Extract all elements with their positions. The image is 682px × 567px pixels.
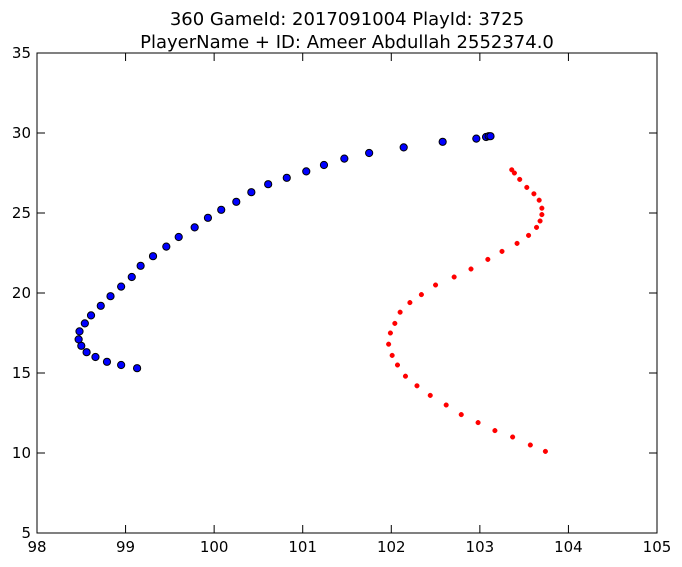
series-1-point-4 xyxy=(475,420,481,426)
series-1-point-8 xyxy=(414,383,420,389)
series-1-point-11 xyxy=(389,352,395,358)
y-tick-label-6: 35 xyxy=(12,44,31,62)
series-0-point-13 xyxy=(127,272,136,282)
series-1-point-1 xyxy=(527,442,533,448)
x-tick-label-1: 99 xyxy=(116,538,135,556)
series-0-point-3 xyxy=(91,352,100,362)
series-1-point-30 xyxy=(531,191,537,197)
series-0-point-22 xyxy=(247,188,256,197)
series-1-point-28 xyxy=(539,205,545,211)
x-tick-label-5: 103 xyxy=(466,538,495,556)
series-1-point-23 xyxy=(514,240,520,246)
y-tick-label-2: 15 xyxy=(12,364,31,382)
series-1-point-14 xyxy=(392,320,398,326)
series-1-point-22 xyxy=(499,248,505,254)
series-1-point-2 xyxy=(510,434,516,440)
series-1-point-5 xyxy=(458,412,464,418)
series-0-point-23 xyxy=(264,180,273,189)
y-tick-label-3: 20 xyxy=(12,284,31,302)
series-0-point-24 xyxy=(282,173,291,182)
series-1-point-0 xyxy=(542,448,548,454)
series-1-point-12 xyxy=(386,341,392,347)
series-0-point-27 xyxy=(340,154,349,163)
series-1-point-6 xyxy=(443,402,449,408)
x-tick-label-0: 98 xyxy=(27,538,46,556)
series-0-point-19 xyxy=(203,213,213,222)
series-1-point-15 xyxy=(397,309,403,315)
series-0-point-21 xyxy=(232,197,241,206)
series-1-point-9 xyxy=(402,373,409,379)
series-1-point-29 xyxy=(536,197,542,203)
series-1-point-31 xyxy=(524,184,530,190)
plot-background xyxy=(37,53,657,533)
y-tick-label-5: 30 xyxy=(12,124,31,142)
series-1-point-26 xyxy=(537,218,543,224)
series-0-point-15 xyxy=(148,252,158,261)
x-tick-label-6: 104 xyxy=(554,538,583,556)
series-0-point-12 xyxy=(117,282,126,291)
series-0-point-29 xyxy=(399,143,408,152)
series-1-point-7 xyxy=(427,392,433,398)
series-0-point-34 xyxy=(486,132,495,141)
series-1-point-25 xyxy=(533,224,540,230)
series-1-point-34 xyxy=(509,167,515,173)
series-layer xyxy=(74,132,548,454)
series-1-point-27 xyxy=(539,212,545,218)
series-1-point-21 xyxy=(485,256,491,262)
series-0-point-28 xyxy=(365,148,374,158)
series-0-point-31 xyxy=(472,134,481,143)
series-0-point-9 xyxy=(86,311,96,320)
series-1-point-17 xyxy=(418,292,424,298)
y-tick-label-0: 5 xyxy=(21,524,31,542)
series-1-point-32 xyxy=(517,176,523,182)
series-0-point-26 xyxy=(319,160,329,170)
x-tick-label-3: 101 xyxy=(288,538,317,556)
series-0-point-20 xyxy=(217,205,226,214)
series-0-point-6 xyxy=(74,335,83,344)
series-0-point-4 xyxy=(82,348,91,357)
series-0-point-8 xyxy=(80,319,89,328)
x-tick-label-4: 102 xyxy=(377,538,406,556)
series-0-point-30 xyxy=(438,137,447,146)
series-0-point-18 xyxy=(190,223,199,232)
series-0-point-10 xyxy=(96,301,105,310)
y-tick-label-1: 10 xyxy=(12,444,31,462)
series-1-point-19 xyxy=(451,274,457,280)
series-0-point-17 xyxy=(174,232,183,242)
series-1-point-20 xyxy=(468,266,474,272)
chart-subtitle: PlayerName + ID: Ameer Abdullah 2552374.… xyxy=(140,32,554,53)
series-0-point-11 xyxy=(106,292,115,301)
chart-title: 360 GameId: 2017091004 PlayId: 3725 xyxy=(170,9,524,30)
series-0-point-2 xyxy=(102,357,112,366)
series-0-point-7 xyxy=(75,327,84,336)
series-1-point-13 xyxy=(387,330,393,336)
x-tick-label-2: 100 xyxy=(200,538,229,556)
x-tick-label-7: 105 xyxy=(643,538,672,556)
series-1-point-16 xyxy=(407,300,413,306)
series-0-point-1 xyxy=(117,360,126,370)
series-1-point-24 xyxy=(526,232,532,238)
series-0-point-0 xyxy=(132,364,142,373)
y-tick-label-4: 25 xyxy=(12,204,31,222)
plot-area xyxy=(37,53,657,533)
series-1 xyxy=(386,167,548,454)
series-1-point-10 xyxy=(394,362,401,368)
series-0-point-14 xyxy=(136,261,145,270)
series-1-point-3 xyxy=(492,428,498,434)
series-0-point-16 xyxy=(162,242,171,251)
series-0-point-25 xyxy=(302,167,311,176)
axis-layer: 98 99 100 101 102 103 104 105 5 10 15 20 25 30 35 xyxy=(12,44,671,556)
series-0 xyxy=(74,132,495,373)
series-1-point-18 xyxy=(433,282,439,288)
